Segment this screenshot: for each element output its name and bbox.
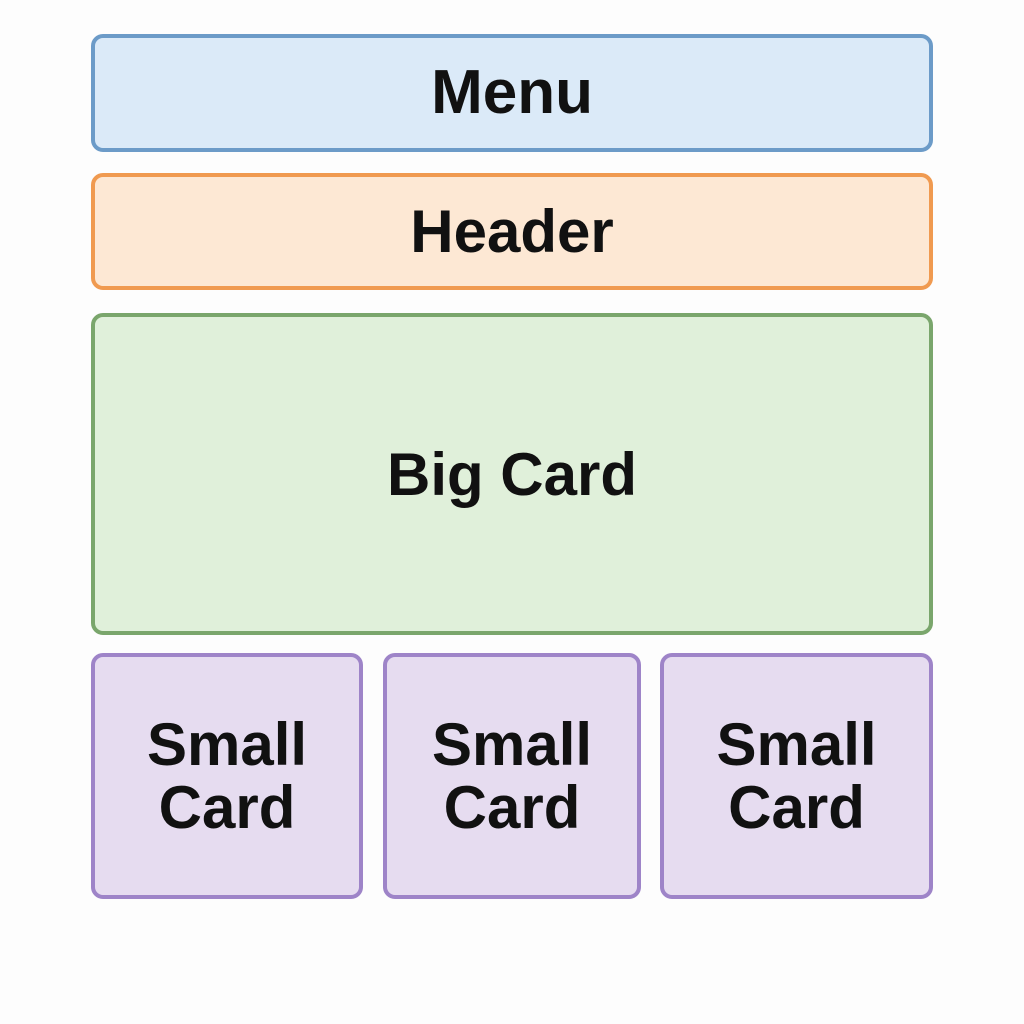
small-card-box-2: Small Card bbox=[383, 653, 641, 899]
big-card-box: Big Card bbox=[91, 313, 933, 635]
small-card-label-line1: Small bbox=[716, 711, 877, 778]
header-box: Header bbox=[91, 173, 933, 290]
small-card-box-1: Small Card bbox=[91, 653, 363, 899]
small-card-label-line2: Card bbox=[728, 774, 865, 841]
menu-label: Menu bbox=[431, 58, 593, 128]
header-label: Header bbox=[410, 198, 614, 265]
menu-box: Menu bbox=[91, 34, 933, 152]
small-card-label-line2: Card bbox=[158, 774, 296, 841]
big-card-label: Big Card bbox=[386, 440, 638, 508]
small-card-label-line1: Small bbox=[431, 711, 593, 778]
small-card-label-line1: Small bbox=[146, 711, 308, 778]
small-card-box-3: Small Card bbox=[660, 653, 933, 899]
small-card-label-line2: Card bbox=[443, 774, 581, 841]
